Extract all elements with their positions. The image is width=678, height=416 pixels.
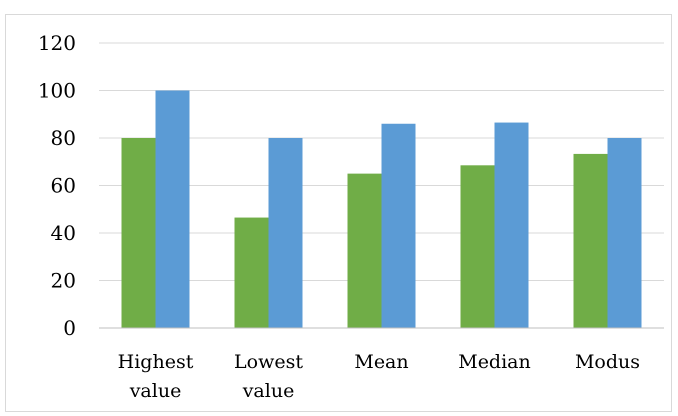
chart-area bbox=[5, 14, 672, 412]
gridlines bbox=[99, 42, 664, 281]
x-tick-label-line: value bbox=[242, 380, 295, 402]
y-tick-label: 0 bbox=[63, 316, 76, 340]
bar bbox=[494, 122, 529, 328]
y-axis-tick-labels: 0 20 40 60 80 100 120 bbox=[38, 31, 76, 340]
bar bbox=[460, 165, 495, 328]
x-tick-label: Mean bbox=[354, 351, 408, 373]
y-tick-label: 120 bbox=[38, 31, 76, 55]
y-tick-label: 100 bbox=[38, 79, 76, 103]
x-tick-label-line: Median bbox=[458, 351, 531, 373]
bar bbox=[347, 173, 382, 328]
x-tick-label: Lowest value bbox=[234, 351, 303, 402]
bar bbox=[155, 90, 190, 328]
y-tick-label: 60 bbox=[51, 174, 76, 198]
x-axis-tick-labels: Highest value Lowest value Mean Median Modus bbox=[118, 351, 640, 402]
bar bbox=[381, 123, 416, 328]
x-tick-label: Modus bbox=[575, 351, 640, 373]
y-tick-label: 40 bbox=[51, 221, 76, 245]
y-tick-label: 80 bbox=[51, 126, 76, 150]
bar bbox=[573, 153, 608, 328]
x-tick-label-line: value bbox=[129, 380, 182, 402]
y-tick-label: 20 bbox=[51, 269, 76, 293]
bar bbox=[121, 138, 156, 328]
x-tick-label-line: Modus bbox=[575, 351, 640, 373]
bar bbox=[268, 138, 303, 328]
x-tick-label: Median bbox=[458, 351, 531, 373]
bar bbox=[607, 138, 642, 328]
x-tick-label-line: Highest bbox=[118, 351, 194, 373]
x-tick-label-line: Mean bbox=[354, 351, 408, 373]
bar bbox=[234, 217, 269, 328]
x-tick-label-line: Lowest bbox=[234, 351, 303, 373]
bars bbox=[121, 90, 642, 328]
x-tick-label: Highest value bbox=[118, 351, 194, 402]
